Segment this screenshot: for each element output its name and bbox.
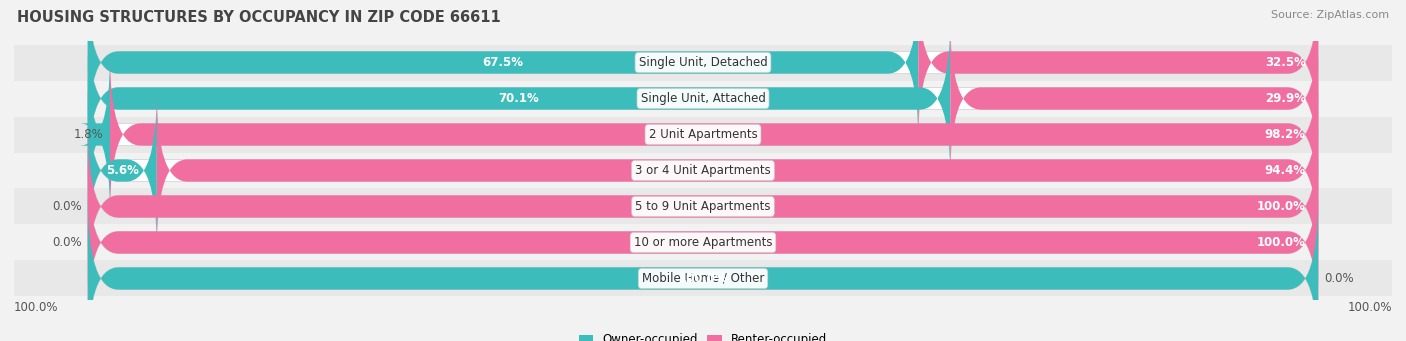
FancyBboxPatch shape bbox=[87, 200, 1319, 341]
FancyBboxPatch shape bbox=[87, 20, 950, 177]
Text: 0.0%: 0.0% bbox=[52, 236, 82, 249]
FancyBboxPatch shape bbox=[87, 20, 1319, 177]
Bar bbox=[14, 261, 1392, 296]
Text: 98.2%: 98.2% bbox=[1265, 128, 1306, 141]
FancyBboxPatch shape bbox=[918, 0, 1319, 141]
Text: 100.0%: 100.0% bbox=[679, 272, 727, 285]
Text: 70.1%: 70.1% bbox=[499, 92, 540, 105]
FancyBboxPatch shape bbox=[87, 56, 1319, 213]
FancyBboxPatch shape bbox=[87, 92, 157, 249]
Text: Single Unit, Attached: Single Unit, Attached bbox=[641, 92, 765, 105]
Text: Mobile Home / Other: Mobile Home / Other bbox=[641, 272, 765, 285]
FancyBboxPatch shape bbox=[87, 92, 1319, 249]
Text: Source: ZipAtlas.com: Source: ZipAtlas.com bbox=[1271, 10, 1389, 20]
Text: 100.0%: 100.0% bbox=[1347, 301, 1392, 314]
Text: 10 or more Apartments: 10 or more Apartments bbox=[634, 236, 772, 249]
Bar bbox=[14, 152, 1392, 189]
Bar bbox=[14, 224, 1392, 261]
Legend: Owner-occupied, Renter-occupied: Owner-occupied, Renter-occupied bbox=[574, 329, 832, 341]
FancyBboxPatch shape bbox=[87, 0, 918, 141]
FancyBboxPatch shape bbox=[87, 200, 1319, 341]
Text: 0.0%: 0.0% bbox=[52, 200, 82, 213]
Text: 100.0%: 100.0% bbox=[1257, 200, 1306, 213]
Text: 3 or 4 Unit Apartments: 3 or 4 Unit Apartments bbox=[636, 164, 770, 177]
Text: 1.8%: 1.8% bbox=[75, 128, 104, 141]
Text: 94.4%: 94.4% bbox=[1265, 164, 1306, 177]
Bar bbox=[14, 117, 1392, 152]
Text: 5.6%: 5.6% bbox=[105, 164, 139, 177]
Text: HOUSING STRUCTURES BY OCCUPANCY IN ZIP CODE 66611: HOUSING STRUCTURES BY OCCUPANCY IN ZIP C… bbox=[17, 10, 501, 25]
FancyBboxPatch shape bbox=[87, 164, 1319, 321]
FancyBboxPatch shape bbox=[87, 128, 1319, 285]
Bar bbox=[14, 45, 1392, 80]
Bar bbox=[14, 189, 1392, 224]
Text: 100.0%: 100.0% bbox=[1257, 236, 1306, 249]
Text: 2 Unit Apartments: 2 Unit Apartments bbox=[648, 128, 758, 141]
Text: 5 to 9 Unit Apartments: 5 to 9 Unit Apartments bbox=[636, 200, 770, 213]
Text: 100.0%: 100.0% bbox=[14, 301, 59, 314]
FancyBboxPatch shape bbox=[87, 128, 1319, 285]
FancyBboxPatch shape bbox=[110, 56, 1319, 213]
Text: 67.5%: 67.5% bbox=[482, 56, 523, 69]
Bar bbox=[14, 80, 1392, 117]
FancyBboxPatch shape bbox=[87, 164, 1319, 321]
FancyBboxPatch shape bbox=[157, 92, 1319, 249]
FancyBboxPatch shape bbox=[87, 0, 1319, 141]
Text: 32.5%: 32.5% bbox=[1265, 56, 1306, 69]
FancyBboxPatch shape bbox=[950, 20, 1319, 177]
Text: 29.9%: 29.9% bbox=[1265, 92, 1306, 105]
FancyBboxPatch shape bbox=[79, 56, 118, 213]
Text: Single Unit, Detached: Single Unit, Detached bbox=[638, 56, 768, 69]
Text: 0.0%: 0.0% bbox=[1324, 272, 1354, 285]
